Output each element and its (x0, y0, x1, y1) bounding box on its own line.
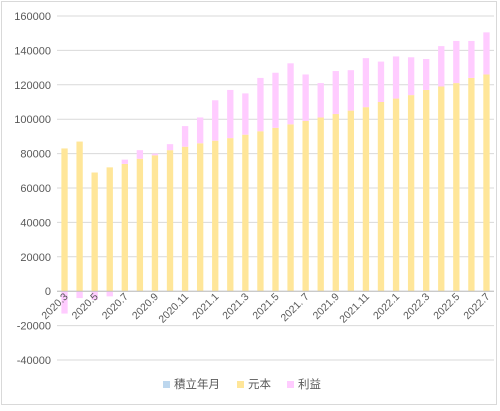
legend-swatch (287, 381, 294, 388)
bar-principal (483, 74, 490, 292)
bar-profit (332, 71, 339, 115)
legend-item: 積立年月 (163, 377, 220, 391)
bar-profit (377, 61, 385, 102)
bar-principal (61, 148, 68, 292)
bar-principal (181, 146, 189, 292)
x-tick-label: 2020.11 (156, 291, 191, 326)
bar-principal (91, 172, 98, 292)
bar-profit (106, 291, 113, 297)
bar-principal (317, 117, 324, 292)
y-tick-label: 100000 (14, 114, 51, 126)
x-tick-label: 2020.7 (100, 291, 131, 322)
bar-principal (212, 140, 219, 292)
bar-principal (151, 155, 159, 292)
y-tick-label: 80000 (20, 149, 51, 161)
bar-principal (196, 143, 204, 292)
bar-profit (212, 100, 219, 141)
legend-swatch (237, 381, 244, 388)
legend-label: 元本 (248, 377, 271, 391)
bar-principal (136, 158, 144, 292)
bar-principal (287, 124, 294, 292)
bar-principal (106, 167, 113, 292)
x-tick-label: 2021.11 (337, 291, 372, 326)
y-tick-label: 0 (45, 286, 51, 298)
x-tick-label: 2022.5 (431, 291, 462, 322)
bar-profit (136, 150, 144, 159)
bar-principal (407, 95, 415, 292)
bar-profit (121, 159, 128, 164)
legend-label: 利益 (298, 377, 321, 391)
bar-principal (272, 127, 279, 292)
bar-principal (468, 77, 475, 292)
bar-principal (121, 163, 128, 292)
bar-profit (242, 93, 249, 135)
bar-principal (392, 98, 400, 292)
bar-profit (272, 72, 279, 128)
bar-profit (181, 126, 189, 147)
x-tick-label: 2022.1 (371, 291, 402, 322)
x-tick-label: 2021. 7 (278, 291, 311, 324)
bar-principal (227, 138, 234, 292)
legend-item: 利益 (287, 377, 321, 391)
bar-principal (76, 141, 83, 292)
y-tick-label: -40000 (17, 355, 51, 367)
y-tick-label: 140000 (14, 45, 51, 57)
bar-principal (377, 102, 385, 292)
x-tick-label: 2021.5 (250, 291, 281, 322)
bar-principal (257, 131, 264, 292)
bar-principal (302, 120, 309, 292)
bar-profit (302, 74, 309, 121)
bar-profit (317, 83, 324, 118)
y-axis-ticks: 160000 140000 120000 100000 80000 60000 40000 2… (14, 11, 51, 367)
bar-profit (61, 291, 68, 314)
bar-principal (166, 150, 174, 292)
x-tick-label: 2020.5 (70, 291, 101, 322)
y-tick-label: 60000 (20, 183, 51, 195)
bar-profit (347, 70, 355, 111)
bar-principal (453, 83, 460, 292)
stacked-bar-chart: 160000 140000 120000 100000 80000 60000 40000 2… (14, 11, 494, 391)
bar-principal (423, 89, 430, 292)
y-tick-label: 20000 (20, 252, 51, 264)
bar-profit (423, 59, 430, 90)
bar-principal (347, 110, 355, 292)
bars (61, 32, 490, 314)
x-tick-label: 2021.1 (190, 291, 221, 322)
bar-profit (257, 77, 264, 132)
bar-principal (362, 107, 370, 292)
bar-profit (483, 32, 490, 75)
x-tick-label: 2022.7 (461, 291, 492, 322)
bar-profit (227, 89, 234, 139)
y-tick-label: -20000 (17, 321, 51, 333)
bar-principal (438, 86, 445, 292)
legend-swatch (163, 381, 170, 388)
y-tick-label: 160000 (14, 11, 51, 23)
bar-profit (151, 153, 159, 156)
legend-label: 積立年月 (174, 377, 220, 391)
bar-profit (287, 63, 294, 125)
y-tick-label: 40000 (20, 217, 51, 229)
bar-profit (407, 57, 415, 96)
bar-principal (332, 114, 339, 292)
bar-profit (166, 144, 174, 151)
x-tick-label: 2022.3 (401, 291, 432, 322)
chart-area: 160000 140000 120000 100000 80000 60000 40000 2… (1, 1, 497, 405)
bar-profit (91, 291, 98, 300)
legend-item: 元本 (237, 377, 271, 391)
bar-profit (392, 56, 400, 99)
bar-profit (76, 291, 83, 299)
bar-profit (438, 46, 445, 87)
bar-principal (242, 134, 249, 292)
x-tick-label: 2021.3 (220, 291, 251, 322)
bar-profit (453, 40, 460, 84)
bar-profit (468, 40, 475, 78)
bar-profit (196, 117, 204, 144)
legend: 積立年月 元本 利益 (163, 377, 321, 391)
y-tick-label: 120000 (14, 80, 51, 92)
bar-profit (362, 58, 370, 108)
